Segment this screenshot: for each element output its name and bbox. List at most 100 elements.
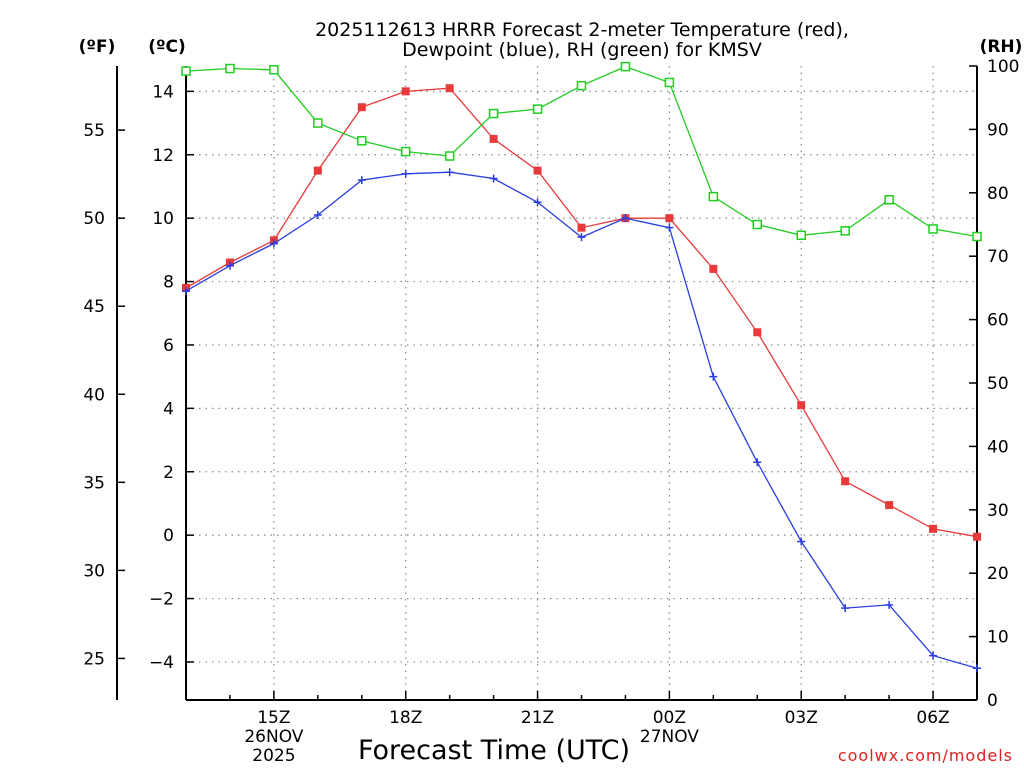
temperature-point — [973, 532, 981, 541]
dewpoint-point — [533, 198, 542, 207]
dewpoint-point — [182, 287, 190, 296]
celsius-tick-label: 10 — [152, 209, 174, 229]
rh-unit-label: (RH) — [980, 37, 1023, 57]
rh-point — [752, 219, 763, 230]
rh-tick-label: 20 — [987, 564, 1009, 584]
dewpoint-point — [665, 223, 674, 232]
dewpoint-point — [929, 651, 938, 660]
dewpoint-point — [357, 176, 366, 185]
rh-tick-label: 80 — [987, 184, 1009, 204]
dewpoint-point — [753, 458, 762, 467]
x-tick-year-label: 2025 — [252, 746, 295, 766]
dewpoint-point — [489, 174, 498, 183]
rh-point — [884, 195, 894, 205]
celsius-tick-label: 4 — [163, 399, 174, 419]
dewpoint-point — [797, 537, 806, 546]
temperature-point — [753, 328, 762, 337]
rh-tick-label: 90 — [987, 120, 1009, 140]
celsius-tick-label: 6 — [163, 336, 174, 356]
rh-point — [225, 63, 235, 74]
temperature-point — [445, 84, 454, 93]
rh-point — [840, 226, 850, 236]
rh-tick-label: 0 — [987, 691, 998, 711]
rh-point — [488, 108, 499, 119]
temperature-point — [489, 134, 498, 143]
celsius-tick-label: 2 — [163, 463, 174, 483]
rh-point — [400, 146, 411, 157]
rh-tick-label: 30 — [987, 501, 1009, 521]
x-tick-label: 21Z — [521, 708, 554, 728]
celsius-unit-label: (ºC) — [148, 37, 186, 57]
rh-tick-label: 100 — [987, 57, 1019, 77]
temperature-line — [185, 87, 978, 538]
fahrenheit-tick-label: 45 — [83, 297, 105, 317]
celsius-tick-label: −2 — [149, 590, 174, 610]
dewpoint-point — [313, 210, 322, 219]
rh-point — [664, 77, 675, 88]
dewpoint-point — [577, 233, 586, 242]
temperature-point — [357, 103, 366, 112]
dewpoint-point — [885, 600, 894, 609]
x-tick-label: 03Z — [785, 708, 818, 728]
dewpoint-point — [401, 169, 410, 178]
chart-title-line2: Dewpoint (blue), RH (green) for KMSV — [402, 39, 762, 61]
fahrenheit-tick-label: 55 — [83, 121, 105, 141]
temperature-point — [885, 501, 894, 510]
rh-point — [444, 151, 455, 161]
dewpoint-point — [841, 604, 850, 613]
rh-point — [972, 231, 982, 242]
x-tick-date-label: 27NOV — [640, 727, 699, 747]
rh-point — [708, 191, 719, 202]
rh-point — [796, 230, 806, 241]
celsius-tick-label: 12 — [152, 146, 174, 166]
celsius-tick-label: 8 — [163, 273, 174, 293]
dewpoint-point — [973, 664, 981, 673]
x-tick-label: 18Z — [389, 708, 422, 728]
temperature-point — [401, 87, 410, 96]
temperature-point — [577, 223, 586, 232]
x-tick-label: 06Z — [916, 708, 949, 728]
dewpoint-point — [269, 239, 278, 248]
x-tick-label: 00Z — [653, 708, 686, 728]
rh-tick-label: 10 — [987, 628, 1009, 648]
temperature-point — [665, 214, 674, 223]
temperature-point — [929, 524, 938, 533]
fahrenheit-tick-label: 40 — [83, 385, 105, 405]
x-axis-title: Forecast Time (UTC) — [358, 735, 630, 766]
credit-label: coolwx.com/models — [838, 746, 1013, 765]
rh-tick-label: 60 — [987, 311, 1009, 331]
dewpoint-point — [225, 261, 234, 270]
celsius-tick-label: −4 — [149, 653, 174, 673]
celsius-tick-label: 0 — [163, 526, 174, 546]
fahrenheit-tick-label: 30 — [83, 561, 105, 581]
rh-point — [313, 118, 323, 128]
fahrenheit-unit-label: (ºF) — [79, 37, 116, 57]
fahrenheit-tick-label: 25 — [83, 649, 105, 669]
temperature-point — [841, 477, 850, 486]
x-tick-label: 15Z — [257, 708, 290, 728]
rh-point — [620, 61, 631, 72]
rh-point — [357, 136, 367, 146]
rh-point — [269, 65, 279, 75]
dewpoint-point — [621, 214, 630, 223]
rh-point — [181, 66, 191, 76]
rh-tick-label: 70 — [987, 247, 1009, 267]
rh-point — [532, 104, 543, 114]
temperature-point — [313, 166, 322, 175]
rh-point — [576, 80, 587, 91]
dewpoint-line — [185, 171, 978, 669]
rh-line — [185, 65, 978, 238]
rh-tick-label: 50 — [987, 374, 1009, 394]
temperature-point — [709, 264, 718, 273]
celsius-tick-label: 14 — [152, 82, 174, 102]
rh-tick-label: 40 — [987, 437, 1009, 457]
temperature-point — [797, 401, 806, 410]
grid-lines — [186, 66, 977, 700]
axes: −4 −2 0 2 4 6 8 10 12 14 25 30 35 40 45 50 55 0 10 20 30 40 50… — [83, 57, 1019, 766]
fahrenheit-tick-label: 35 — [83, 473, 105, 493]
chart-title-line1: 2025112613 HRRR Forecast 2-meter Tempera… — [315, 19, 849, 41]
rh-point — [928, 224, 938, 234]
fahrenheit-tick-label: 50 — [83, 209, 105, 229]
dewpoint-point — [445, 168, 454, 177]
